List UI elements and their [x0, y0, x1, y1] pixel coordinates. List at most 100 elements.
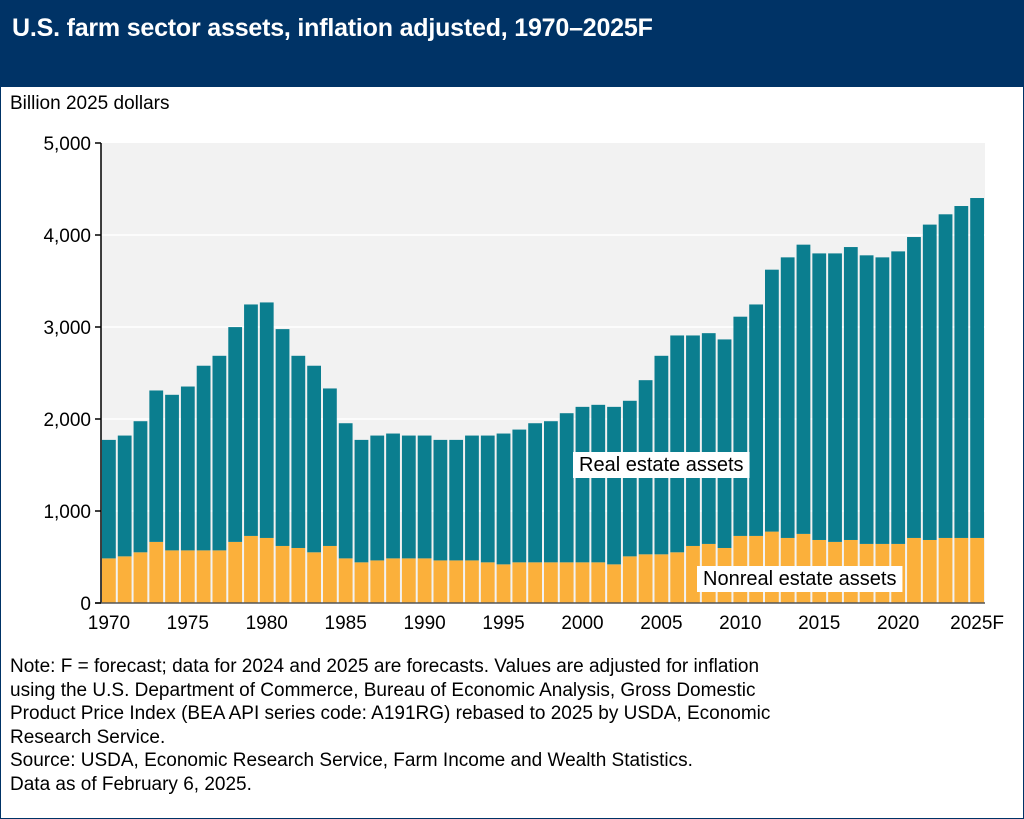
bar-nonreal-estate-2024 — [954, 537, 969, 603]
bar-real-estate-2019 — [875, 257, 890, 544]
bar-nonreal-estate-1993 — [465, 560, 479, 603]
bars — [102, 198, 984, 603]
bar-nonreal-estate-1989 — [401, 558, 416, 603]
x-tick-label: 2020 — [877, 613, 919, 634]
bar-nonreal-estate-2002 — [607, 564, 621, 603]
bar-real-estate-2008 — [701, 333, 716, 544]
real-estate-label-bg — [573, 452, 750, 478]
bar-nonreal-estate-2003 — [622, 556, 637, 603]
bar-nonreal-estate-1996 — [512, 562, 527, 603]
bar-nonreal-estate-1983 — [307, 552, 321, 603]
bar-nonreal-estate-1976 — [196, 550, 211, 603]
bar-nonreal-estate-2025 — [970, 537, 984, 603]
source-line: Source: USDA, Economic Research Service,… — [10, 750, 693, 771]
x-tick-label: 1990 — [403, 613, 445, 634]
bar-real-estate-1986 — [354, 439, 369, 563]
header-bar: U.S. farm sector assets, inflation adjus… — [0, 0, 1024, 87]
bar-nonreal-estate-1995 — [496, 564, 511, 603]
bar-real-estate-2002 — [607, 406, 621, 565]
bar-real-estate-1992 — [449, 439, 464, 561]
x-tick-label: 1970 — [88, 613, 130, 634]
bar-real-estate-1999 — [559, 413, 574, 563]
bar-real-estate-1974 — [165, 394, 179, 551]
axes: 0 1,000 2,000 3,000 4,000 5,000 1970 1975 1980 19… — [43, 134, 1004, 634]
chart-title: U.S. farm sector assets, inflation adjus… — [12, 14, 653, 42]
bar-nonreal-estate-1973 — [149, 541, 164, 603]
bar-real-estate-2001 — [591, 404, 606, 563]
y-tick-label: 1,000 — [43, 502, 91, 523]
note-line: Research Service. — [10, 726, 166, 748]
bar-real-estate-1980 — [259, 302, 274, 538]
bar-real-estate-1970 — [102, 439, 116, 559]
nonreal-estate-label: Nonreal estate assets — [703, 568, 896, 590]
bar-real-estate-2000 — [575, 406, 590, 563]
real-estate-label: Real estate assets — [579, 454, 744, 476]
annotations: Real estate assets Nonreal estate assets — [573, 452, 903, 592]
bar-nonreal-estate-1981 — [275, 545, 290, 603]
bar-nonreal-estate-1988 — [386, 558, 400, 603]
x-tick-label: 2010 — [719, 613, 761, 634]
y-tick-label: 5,000 — [43, 134, 91, 155]
data-date-line: Data as of February 6, 2025. — [10, 773, 252, 795]
bar-real-estate-1983 — [307, 365, 321, 553]
bar-nonreal-estate-1971 — [117, 556, 132, 603]
bar-nonreal-estate-1978 — [228, 541, 243, 603]
bar-real-estate-1972 — [133, 421, 148, 553]
x-tick-label: 1980 — [246, 613, 288, 634]
bar-real-estate-1973 — [149, 390, 164, 542]
note-line: using the U.S. Department of Commerce, B… — [10, 679, 756, 701]
bar-nonreal-estate-2023 — [938, 537, 953, 603]
x-tick-label: 2015 — [798, 613, 840, 634]
bar-real-estate-1995 — [496, 433, 511, 565]
bar-nonreal-estate-2007 — [686, 545, 700, 603]
bar-real-estate-1990 — [417, 435, 432, 559]
bar-real-estate-2017 — [843, 247, 858, 540]
bar-nonreal-estate-1980 — [259, 537, 274, 603]
x-tick-label: 2005 — [640, 613, 682, 634]
bar-real-estate-2025 — [970, 198, 984, 538]
bar-real-estate-1989 — [401, 435, 416, 559]
bar-nonreal-estate-2022 — [922, 539, 937, 603]
bar-nonreal-estate-2001 — [591, 562, 606, 603]
bar-nonreal-estate-1982 — [291, 547, 306, 603]
bar-real-estate-1978 — [228, 327, 243, 542]
bar-real-estate-2023 — [938, 214, 953, 538]
bar-real-estate-1976 — [196, 365, 211, 551]
bar-real-estate-2013 — [780, 257, 795, 538]
bar-real-estate-1988 — [386, 433, 400, 559]
x-tick-label: 1995 — [482, 613, 524, 634]
bar-nonreal-estate-1999 — [559, 562, 574, 603]
bar-real-estate-2009 — [717, 339, 732, 548]
bar-real-estate-2006 — [670, 335, 685, 553]
x-tick-label: 2025F — [950, 613, 1004, 634]
bar-real-estate-1981 — [275, 329, 290, 546]
bar-real-estate-1996 — [512, 429, 527, 563]
bar-nonreal-estate-2000 — [575, 562, 590, 603]
bar-real-estate-1991 — [433, 439, 448, 561]
x-tick-label: 1985 — [325, 613, 367, 634]
bar-nonreal-estate-1998 — [544, 562, 558, 603]
bar-real-estate-2024 — [954, 206, 969, 538]
bar-real-estate-2020 — [891, 251, 906, 544]
x-tick-label: 2000 — [561, 613, 603, 634]
bar-nonreal-estate-1990 — [417, 558, 432, 603]
bar-real-estate-1975 — [180, 386, 195, 551]
bar-nonreal-estate-1991 — [433, 560, 448, 603]
bar-nonreal-estate-2005 — [654, 554, 669, 603]
note-line: Note: F = forecast; data for 2024 and 20… — [10, 656, 760, 677]
bar-real-estate-2014 — [796, 244, 811, 534]
bar-nonreal-estate-1997 — [528, 562, 542, 603]
bar-nonreal-estate-1987 — [370, 560, 385, 603]
bar-nonreal-estate-1975 — [180, 550, 195, 603]
bar-real-estate-2015 — [812, 253, 827, 540]
notes-block: Note: F = forecast; data for 2024 and 20… — [10, 655, 1010, 796]
bar-nonreal-estate-2006 — [670, 552, 685, 603]
bar-real-estate-1982 — [291, 355, 306, 548]
y-tick-label: 4,000 — [43, 226, 91, 247]
bar-real-estate-1971 — [117, 435, 132, 557]
y-tick-label: 2,000 — [43, 410, 91, 431]
bar-nonreal-estate-1984 — [323, 545, 337, 603]
bar-real-estate-1985 — [338, 423, 353, 559]
bar-real-estate-1977 — [212, 355, 227, 551]
